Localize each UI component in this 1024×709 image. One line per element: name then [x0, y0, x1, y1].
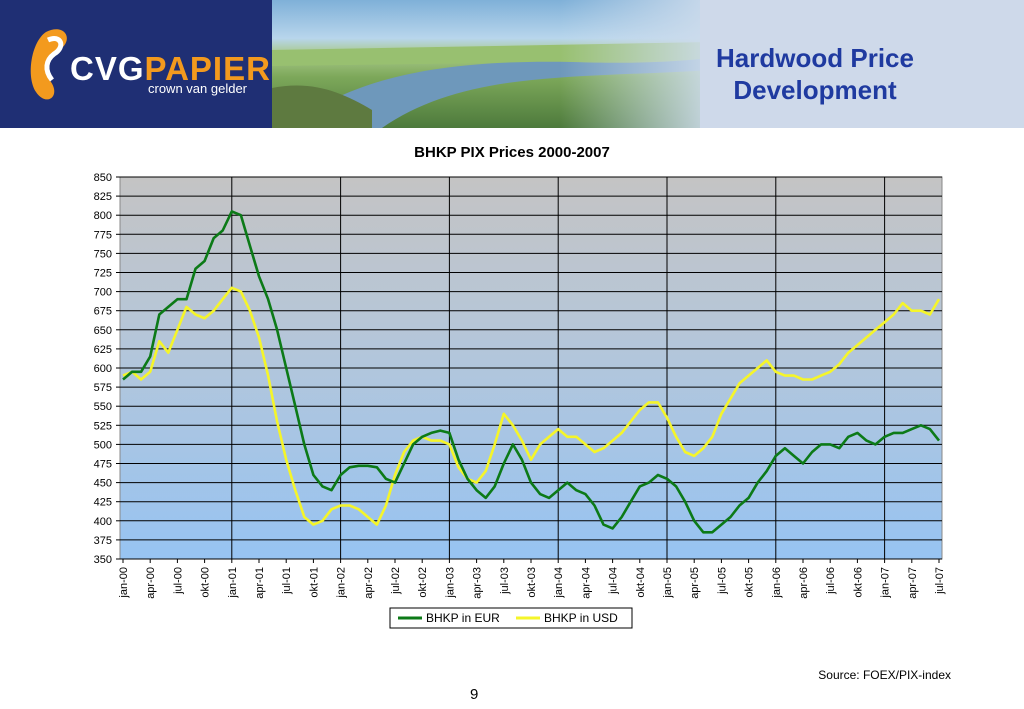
x-tick-label: jan-05	[662, 567, 674, 599]
y-tick-label: 375	[94, 535, 112, 547]
y-tick-label: 475	[94, 459, 112, 471]
slide-title: Hardwood Price Development	[650, 42, 980, 106]
page-number: 9	[470, 686, 479, 703]
x-tick-label: apr-04	[580, 567, 592, 599]
y-axis: 350 375 400 425 450 475 500 525 550 575 600 625 650 6…	[94, 172, 120, 566]
x-tick-label: apr-07	[907, 567, 919, 599]
y-tick-label: 800	[94, 210, 112, 222]
x-tick-label: okt-05	[744, 567, 756, 598]
x-tick-label: jan-00	[118, 567, 130, 599]
y-tick-label: 775	[94, 229, 112, 241]
y-tick-label: 525	[94, 420, 112, 432]
y-tick-label: 400	[94, 516, 112, 528]
price-chart: BHKP PIX Prices 2000-2007 350 375 400 425 45…	[94, 144, 946, 629]
y-tick-label: 350	[94, 554, 112, 566]
series-line-eur	[122, 210, 941, 534]
logo-accent-text: PAPIER	[144, 50, 271, 87]
slide-header: CVGPAPIER crown van gelder Hardwood Pric…	[0, 0, 1024, 128]
x-tick-label: jan-01	[227, 567, 239, 599]
y-tick-label: 725	[94, 268, 112, 280]
title-background	[700, 0, 1024, 128]
logo-wordmark: CVGPAPIER	[70, 50, 271, 88]
y-tick-label: 450	[94, 478, 112, 490]
legend-box	[389, 607, 633, 629]
x-tick-label: jul-06	[825, 567, 837, 595]
chart-legend: BHKP in EUR BHKP in USD	[389, 607, 633, 629]
legend-label: BHKP in EUR	[426, 611, 500, 625]
x-tick-label: apr-01	[254, 567, 266, 599]
series-line-usd	[122, 286, 941, 526]
x-tick-label: okt-01	[308, 567, 320, 598]
x-tick-label: okt-06	[852, 567, 864, 598]
y-tick-label: 675	[94, 306, 112, 318]
x-tick-label: jul-07	[934, 567, 946, 595]
x-tick-label: apr-05	[689, 567, 701, 599]
x-tick-label: jul-02	[390, 567, 402, 595]
x-tick-label: okt-03	[526, 567, 538, 598]
x-tick-label: jul-03	[499, 567, 511, 595]
x-tick-label: jan-03	[444, 567, 456, 599]
x-tick-label: jan-02	[336, 567, 348, 599]
y-tick-label: 425	[94, 497, 112, 509]
y-tick-label: 550	[94, 401, 112, 413]
x-tick-label: jul-00	[172, 567, 184, 595]
x-tick-label: jul-05	[716, 567, 728, 595]
x-tick-label: apr-03	[472, 567, 484, 599]
x-tick-label: jan-06	[771, 567, 783, 599]
x-tick-label: okt-00	[200, 567, 212, 598]
x-tick-label: jan-07	[880, 567, 892, 599]
banner-fade	[560, 0, 720, 128]
x-tick-label: jul-01	[281, 567, 293, 595]
y-tick-label: 600	[94, 363, 112, 375]
y-tick-label: 650	[94, 325, 112, 337]
y-tick-label: 625	[94, 344, 112, 356]
x-tick-label: jan-04	[553, 567, 565, 599]
x-tick-label: jul-04	[608, 567, 620, 595]
title-line-2: Development	[733, 75, 897, 105]
x-tick-label: okt-04	[635, 567, 647, 598]
series-lines	[122, 210, 941, 534]
y-tick-label: 575	[94, 382, 112, 394]
logo-mark-icon	[30, 29, 67, 100]
x-tick-label: okt-02	[417, 567, 429, 598]
y-tick-label: 700	[94, 287, 112, 299]
x-tick-label: apr-06	[798, 567, 810, 599]
y-tick-label: 825	[94, 191, 112, 203]
company-logo: CVGPAPIER crown van gelder	[0, 0, 272, 128]
logo-tagline: crown van gelder	[148, 81, 247, 96]
x-axis: jan-00 apr-00 jul-00 okt-00 jan-01 apr-01 jul-…	[118, 558, 946, 599]
gridlines	[120, 176, 942, 560]
logo-main-text: CVG	[70, 50, 145, 87]
x-tick-label: apr-02	[363, 567, 375, 599]
y-tick-label: 850	[94, 172, 112, 184]
chart-title: BHKP PIX Prices 2000-2007	[414, 144, 610, 161]
y-tick-label: 500	[94, 439, 112, 451]
title-line-1: Hardwood Price	[716, 43, 914, 73]
source-note: Source: FOEX/PIX-index	[818, 668, 951, 682]
legend-label: BHKP in USD	[544, 611, 618, 625]
y-tick-label: 750	[94, 248, 112, 260]
x-tick-label: apr-00	[145, 567, 157, 599]
